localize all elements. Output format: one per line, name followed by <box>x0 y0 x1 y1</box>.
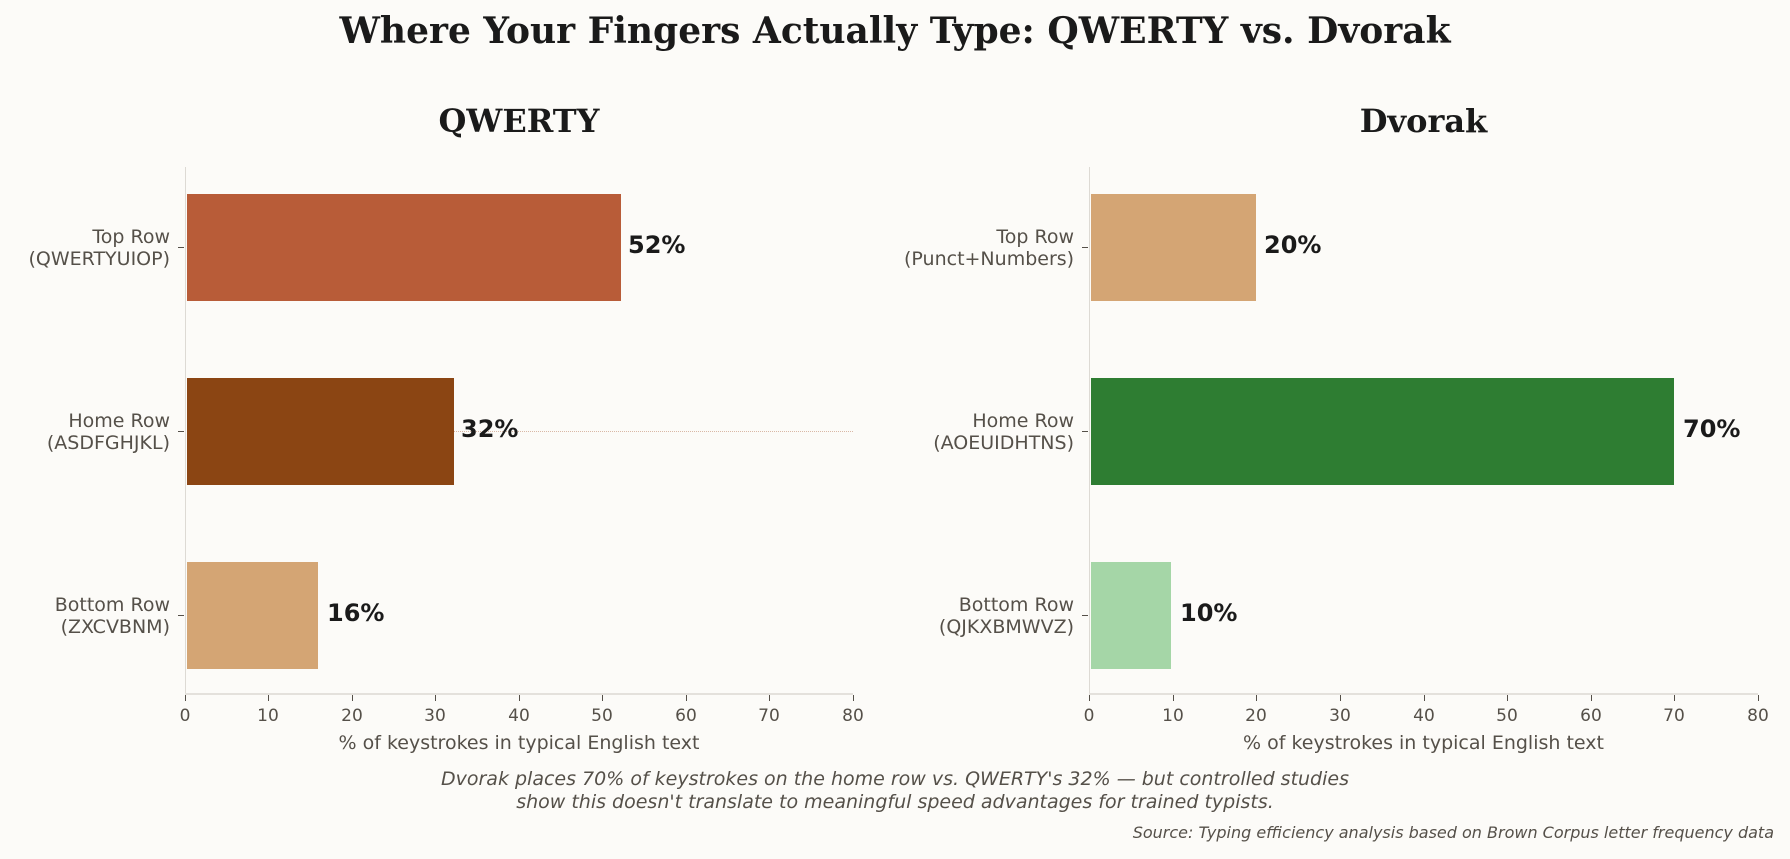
category-line1: Bottom Row <box>54 594 170 616</box>
x-tick-label: 80 <box>842 706 864 726</box>
dvorak-bar-top-row <box>1091 194 1256 301</box>
x-tick <box>1507 695 1508 701</box>
y-tick <box>1082 431 1088 432</box>
chart-suptitle: Where Your Fingers Actually Type: QWERTY… <box>339 10 1451 52</box>
category-line2: (QWERTYUIOP) <box>28 248 170 270</box>
qwerty-title: QWERTY <box>438 102 600 140</box>
x-tick-label: 50 <box>1496 706 1518 726</box>
x-tick-label: 10 <box>1162 706 1184 726</box>
dvorak-bar-home-row <box>1091 378 1674 485</box>
x-tick-label: 0 <box>179 706 191 726</box>
x-tick-label: 0 <box>1083 706 1095 726</box>
y-tick <box>178 431 184 432</box>
x-tick <box>1173 695 1174 701</box>
dvorak-category-bottom-row: Bottom Row (QJKXBMWVZ) <box>904 594 1074 638</box>
category-line1: Home Row <box>68 410 170 432</box>
dvorak-value-bottom-row: 10% <box>1180 599 1238 627</box>
qwerty-bar-home-row <box>187 378 454 485</box>
y-tick <box>178 247 184 248</box>
x-tick-label: 70 <box>1663 706 1685 726</box>
dvorak-value-home-row: 70% <box>1683 415 1741 443</box>
qwerty-value-bottom-row: 16% <box>327 599 385 627</box>
x-tick-label: 60 <box>675 706 697 726</box>
x-tick-label: 70 <box>758 706 780 726</box>
x-tick-label: 60 <box>1580 706 1602 726</box>
x-tick-label: 40 <box>1413 706 1435 726</box>
x-tick <box>1424 695 1425 701</box>
x-tick-label: 20 <box>1245 706 1267 726</box>
qwerty-value-home-row: 32% <box>461 415 519 443</box>
source-note: Source: Typing efficiency analysis based… <box>1132 823 1774 842</box>
category-line1: Top Row <box>92 226 170 248</box>
y-tick <box>1082 615 1088 616</box>
x-tick-label: 30 <box>424 706 446 726</box>
category-line2: (ZXCVBNM) <box>60 616 170 638</box>
category-line1: Home Row <box>972 410 1074 432</box>
qwerty-bar-bottom-row <box>187 562 318 669</box>
x-tick <box>769 695 770 701</box>
x-tick <box>1591 695 1592 701</box>
x-tick <box>1340 695 1341 701</box>
category-line1: Top Row <box>996 226 1074 248</box>
category-line2: (Punct+Numbers) <box>904 248 1075 270</box>
y-tick <box>178 615 184 616</box>
dvorak-title: Dvorak <box>1359 102 1488 140</box>
x-tick-label: 40 <box>508 706 530 726</box>
x-tick <box>435 695 436 701</box>
qwerty-value-top-row: 52% <box>628 231 686 259</box>
x-tick <box>686 695 687 701</box>
x-tick-label: 50 <box>591 706 613 726</box>
x-tick <box>602 695 603 701</box>
x-tick <box>1089 695 1090 701</box>
dvorak-category-home-row: Home Row (AOEUIDHTNS) <box>904 410 1074 454</box>
category-line2: (AOEUIDHTNS) <box>933 432 1074 454</box>
x-tick-label: 30 <box>1329 706 1351 726</box>
x-tick <box>1758 695 1759 701</box>
dvorak-x-label: % of keystrokes in typical English text <box>1243 732 1604 754</box>
caption-line-1: Dvorak places 70% of keystrokes on the h… <box>441 768 1349 790</box>
qwerty-x-label: % of keystrokes in typical English text <box>338 732 700 754</box>
x-tick <box>519 695 520 701</box>
chart-caption: Dvorak places 70% of keystrokes on the h… <box>0 768 1790 814</box>
x-tick <box>853 695 854 701</box>
x-tick <box>268 695 269 701</box>
category-line1: Bottom Row <box>958 594 1074 616</box>
qwerty-category-bottom-row: Bottom Row (ZXCVBNM) <box>0 594 170 638</box>
dvorak-category-top-row: Top Row (Punct+Numbers) <box>904 226 1074 270</box>
category-line2: (QJKXBMWVZ) <box>938 616 1074 638</box>
x-tick-label: 10 <box>257 706 279 726</box>
dvorak-x-axis <box>1089 693 1758 695</box>
qwerty-bar-top-row <box>187 194 621 301</box>
x-tick <box>1674 695 1675 701</box>
dvorak-bar-bottom-row <box>1091 562 1171 669</box>
dvorak-y-axis <box>1089 167 1090 694</box>
x-tick <box>185 695 186 701</box>
home-row-reference-line <box>187 431 853 432</box>
category-line2: (ASDFGHJKL) <box>46 432 170 454</box>
y-tick <box>1082 247 1088 248</box>
qwerty-y-axis <box>185 167 186 694</box>
caption-line-2: show this doesn't translate to meaningfu… <box>516 791 1274 813</box>
dvorak-value-top-row: 20% <box>1264 231 1322 259</box>
x-tick-label: 20 <box>341 706 363 726</box>
qwerty-category-home-row: Home Row (ASDFGHJKL) <box>0 410 170 454</box>
x-tick-label: 80 <box>1747 706 1769 726</box>
x-tick <box>1256 695 1257 701</box>
qwerty-category-top-row: Top Row (QWERTYUIOP) <box>0 226 170 270</box>
x-tick <box>352 695 353 701</box>
qwerty-x-axis <box>185 693 853 695</box>
